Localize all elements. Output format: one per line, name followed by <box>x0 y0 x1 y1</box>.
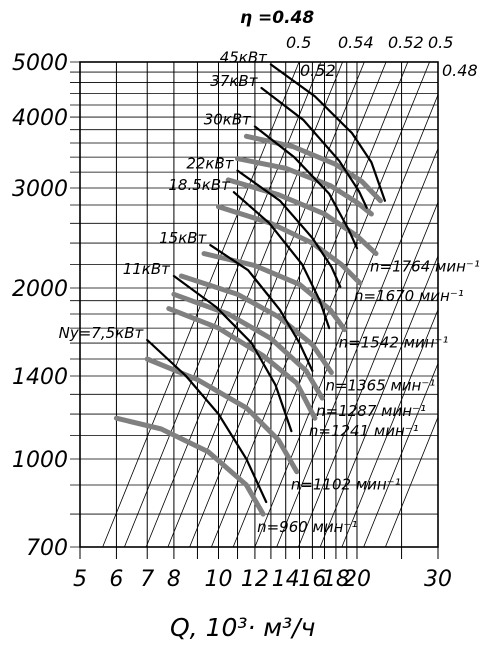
power-curve-label: 22кВт <box>186 155 234 173</box>
speed-curve-label: n=960 мин⁻¹ <box>257 518 357 536</box>
x-axis-label: Q, 10³· м³/ч <box>170 613 315 642</box>
speed-curve <box>171 291 325 401</box>
efficiency-label-5: 0.5 <box>428 33 453 52</box>
x-tick-label: 14 <box>272 567 300 592</box>
power-curve-label: 15кВт <box>159 229 207 247</box>
y-tick-label: 5000 <box>12 51 68 76</box>
x-tick-label: 10 <box>204 567 232 592</box>
efficiency-title: η =0.48 <box>240 8 314 28</box>
y-tick-label: 2000 <box>12 277 68 302</box>
speed-curve <box>225 177 379 257</box>
diagonal-guide-line <box>385 416 438 547</box>
speed-curve-label: n=1241 мин⁻¹ <box>309 422 419 440</box>
diagonal-guide-line <box>102 62 300 547</box>
power-curve-label: 18.5кВт <box>168 176 231 194</box>
x-tick-label: 20 <box>343 567 371 592</box>
x-tick-label: 12 <box>241 567 269 592</box>
diagonal-guide-line <box>341 308 438 547</box>
power-curve-label: 45кВт <box>220 48 268 66</box>
y-tick-label: 1000 <box>12 448 68 473</box>
diagonal-guide-line <box>319 254 438 547</box>
y-tick-label: 3000 <box>12 177 68 202</box>
y-tick-label: 700 <box>26 536 68 561</box>
power-curve <box>269 63 386 202</box>
power-curve <box>146 338 268 504</box>
power-curves <box>146 63 386 504</box>
efficiency-label-1: 0.5 <box>286 33 311 52</box>
y-tick-labels: 700 1000 1400 2000 3000 4000 5000 <box>12 51 68 561</box>
y-tick-label: 1400 <box>12 365 68 390</box>
x-tick-label: 8 <box>167 567 181 592</box>
x-tick-label: 30 <box>424 567 452 592</box>
power-curve-label: Ny=7,5кВт <box>59 324 145 342</box>
x-tick-label: 5 <box>73 567 87 592</box>
efficiency-label-4: 0.52 <box>388 33 424 52</box>
diagonal-guide-line <box>124 62 322 547</box>
diagonal-guide-line <box>211 62 409 547</box>
diagonal-guide-line <box>298 201 438 547</box>
speed-curve-label: n=1670 мин⁻¹ <box>354 287 464 305</box>
efficiency-label-2: 0.52 <box>300 61 336 80</box>
y-tick-label: 4000 <box>12 106 68 131</box>
speed-curve <box>235 156 374 217</box>
power-curve <box>236 169 342 288</box>
power-curve <box>232 191 331 330</box>
diagonal-guide-line <box>167 62 365 547</box>
speed-curve-label: n=1287 мин⁻¹ <box>316 402 426 420</box>
speed-curves <box>113 133 383 517</box>
speed-curve <box>201 251 348 333</box>
speed-curve <box>178 273 334 375</box>
power-curve <box>260 86 368 209</box>
power-curve <box>253 125 359 250</box>
power-curve <box>172 274 293 433</box>
curve-labels: Ny=7,5кВт 11кВт 15кВт 18.5кВт 22кВт 30кВт 37кВ… <box>59 48 480 536</box>
speed-curve <box>166 306 318 421</box>
diagonal-guide-line <box>363 362 438 547</box>
x-tick-label: 6 <box>109 567 123 592</box>
speed-curve <box>216 204 363 286</box>
diagonal-guide-line <box>145 62 343 547</box>
efficiency-label-3: 0.54 <box>338 33 374 52</box>
speed-curve-label: n=1764 мин⁻¹ <box>370 258 480 276</box>
power-curve-label: 30кВт <box>204 110 252 128</box>
efficiency-label-6: 0.48 <box>442 61 478 80</box>
x-tick-label: 18 <box>322 567 350 592</box>
x-tick-label: 7 <box>140 567 154 592</box>
x-tick-label: 16 <box>298 567 326 592</box>
speed-curve-label: n=1542 мин⁻¹ <box>339 334 449 352</box>
power-curve-label: 11кВт <box>123 260 171 278</box>
speed-curve <box>144 356 300 475</box>
power-curve-label: 37кВт <box>210 72 258 90</box>
speed-curve-label: n=1365 мин⁻¹ <box>325 377 435 395</box>
diagonal-guide-line <box>276 147 438 547</box>
power-curve <box>209 244 314 372</box>
speed-curve <box>113 415 266 517</box>
speed-curve-label: n=1102 мин⁻¹ <box>291 476 401 494</box>
